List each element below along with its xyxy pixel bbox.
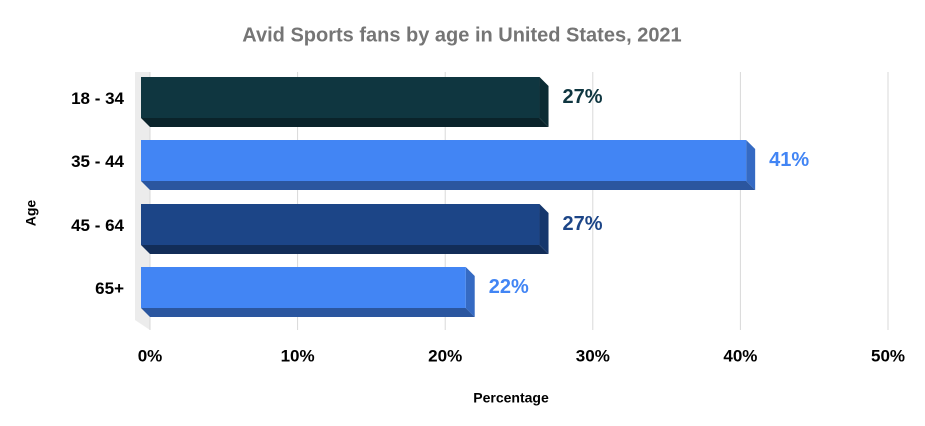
x-tick-label: 0% <box>138 346 163 365</box>
bar <box>141 204 540 245</box>
y-axis-label: Age <box>23 200 39 227</box>
y-tick-label: 35 - 44 <box>71 152 124 171</box>
data-label: 27% <box>563 86 603 108</box>
bar <box>141 77 540 118</box>
data-label: 22% <box>489 276 529 298</box>
data-label: 27% <box>563 213 603 235</box>
y-tick-label: 18 - 34 <box>71 89 124 108</box>
bar-side <box>465 267 475 317</box>
axis-wall <box>135 72 150 330</box>
x-tick-label: 30% <box>576 346 610 365</box>
y-tick-label: 45 - 64 <box>71 216 124 235</box>
bar-bottom <box>141 118 549 127</box>
bar-bottom <box>141 308 475 317</box>
x-tick-label: 50% <box>871 346 905 365</box>
bar <box>141 267 466 308</box>
y-tick-label: 65+ <box>95 279 124 298</box>
x-tick-label: 40% <box>723 346 757 365</box>
data-label: 41% <box>769 149 809 171</box>
bar-bottom <box>141 181 756 190</box>
x-tick-label: 10% <box>281 346 315 365</box>
chart-title: Avid Sports fans by age in United States… <box>242 24 681 46</box>
bar-bottom <box>141 245 549 254</box>
bar-side <box>746 140 756 190</box>
bar-side <box>539 77 549 127</box>
x-tick-label: 20% <box>428 346 462 365</box>
bar <box>141 140 747 181</box>
x-axis-label: Percentage <box>473 390 549 406</box>
bar-side <box>539 204 549 254</box>
